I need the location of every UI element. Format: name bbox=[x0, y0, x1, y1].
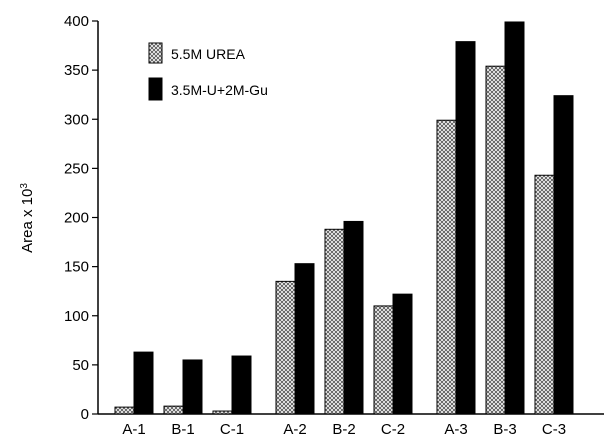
x-tick-label-b-3: B-3 bbox=[493, 421, 516, 438]
legend-swatch-3-5m-u-2m-gu bbox=[148, 77, 163, 101]
bar-c-2-5-5m-urea bbox=[373, 305, 394, 415]
bar-b-1-5-5m-urea bbox=[163, 405, 184, 415]
bar-b-3-5-5m-urea bbox=[485, 65, 506, 415]
bars bbox=[114, 21, 574, 415]
bar-a-2-3-5m-u-2m-gu bbox=[294, 263, 315, 415]
y-axis-title-text: Area x 10 bbox=[19, 189, 36, 253]
bar-a-3-5-5m-urea bbox=[436, 119, 457, 415]
legend: 5.5M UREA 3.5M-U+2M-Gu bbox=[148, 42, 268, 101]
x-tick-labels: A-1 B-1 C-1 A-2 B-2 C-2 A-3 B-3 C-3 bbox=[122, 421, 566, 438]
bar-a-1-3-5m-u-2m-gu bbox=[133, 351, 154, 415]
legend-label-5-5m-urea: 5.5M UREA bbox=[171, 46, 246, 62]
bar-c-3-5-5m-urea bbox=[534, 174, 555, 415]
x-tick-label-c-1: C-1 bbox=[220, 421, 244, 438]
bar-b-1-3-5m-u-2m-gu bbox=[182, 359, 203, 415]
y-tick-label: 400 bbox=[64, 13, 89, 30]
y-tick-label: 0 bbox=[81, 406, 89, 423]
bar-c-3-3-5m-u-2m-gu bbox=[553, 95, 574, 415]
y-tick-label: 300 bbox=[64, 111, 89, 128]
legend-swatch-5-5m-urea bbox=[148, 42, 163, 64]
y-tick-label: 150 bbox=[64, 259, 89, 276]
legend-label-3-5m-u-2m-gu: 3.5M-U+2M-Gu bbox=[171, 82, 268, 98]
bar-c-1-5-5m-urea bbox=[212, 410, 233, 415]
x-tick-label-b-2: B-2 bbox=[332, 421, 355, 438]
y-axis-title: Area x 103 bbox=[19, 183, 37, 253]
y-tick-label: 50 bbox=[72, 357, 89, 374]
bar-b-3-3-5m-u-2m-gu bbox=[504, 21, 525, 415]
x-tick-label-a-2: A-2 bbox=[283, 421, 306, 438]
bar-c-1-3-5m-u-2m-gu bbox=[231, 355, 252, 415]
y-tick-label: 350 bbox=[64, 62, 89, 79]
bar-a-2-5-5m-urea bbox=[275, 280, 296, 415]
x-tick-label-a-3: A-3 bbox=[444, 421, 467, 438]
y-tick-label: 100 bbox=[64, 308, 89, 325]
x-tick-label-a-1: A-1 bbox=[122, 421, 145, 438]
bar-c-2-3-5m-u-2m-gu bbox=[392, 293, 413, 415]
y-axis-title-superscript: 3 bbox=[19, 183, 30, 189]
y-tick-label: 250 bbox=[64, 160, 89, 177]
bar-a-3-3-5m-u-2m-gu bbox=[455, 41, 476, 415]
x-tick-label-b-1: B-1 bbox=[171, 421, 194, 438]
y-ticks: 0 50 100 150 200 250 300 350 400 bbox=[64, 13, 98, 423]
bar-b-2-5-5m-urea bbox=[324, 228, 345, 415]
x-tick-label-c-2: C-2 bbox=[381, 421, 405, 438]
bar-b-2-3-5m-u-2m-gu bbox=[343, 220, 364, 415]
y-tick-label: 200 bbox=[64, 210, 89, 227]
x-tick-label-c-3: C-3 bbox=[542, 421, 566, 438]
bar-a-1-5-5m-urea bbox=[114, 406, 135, 415]
